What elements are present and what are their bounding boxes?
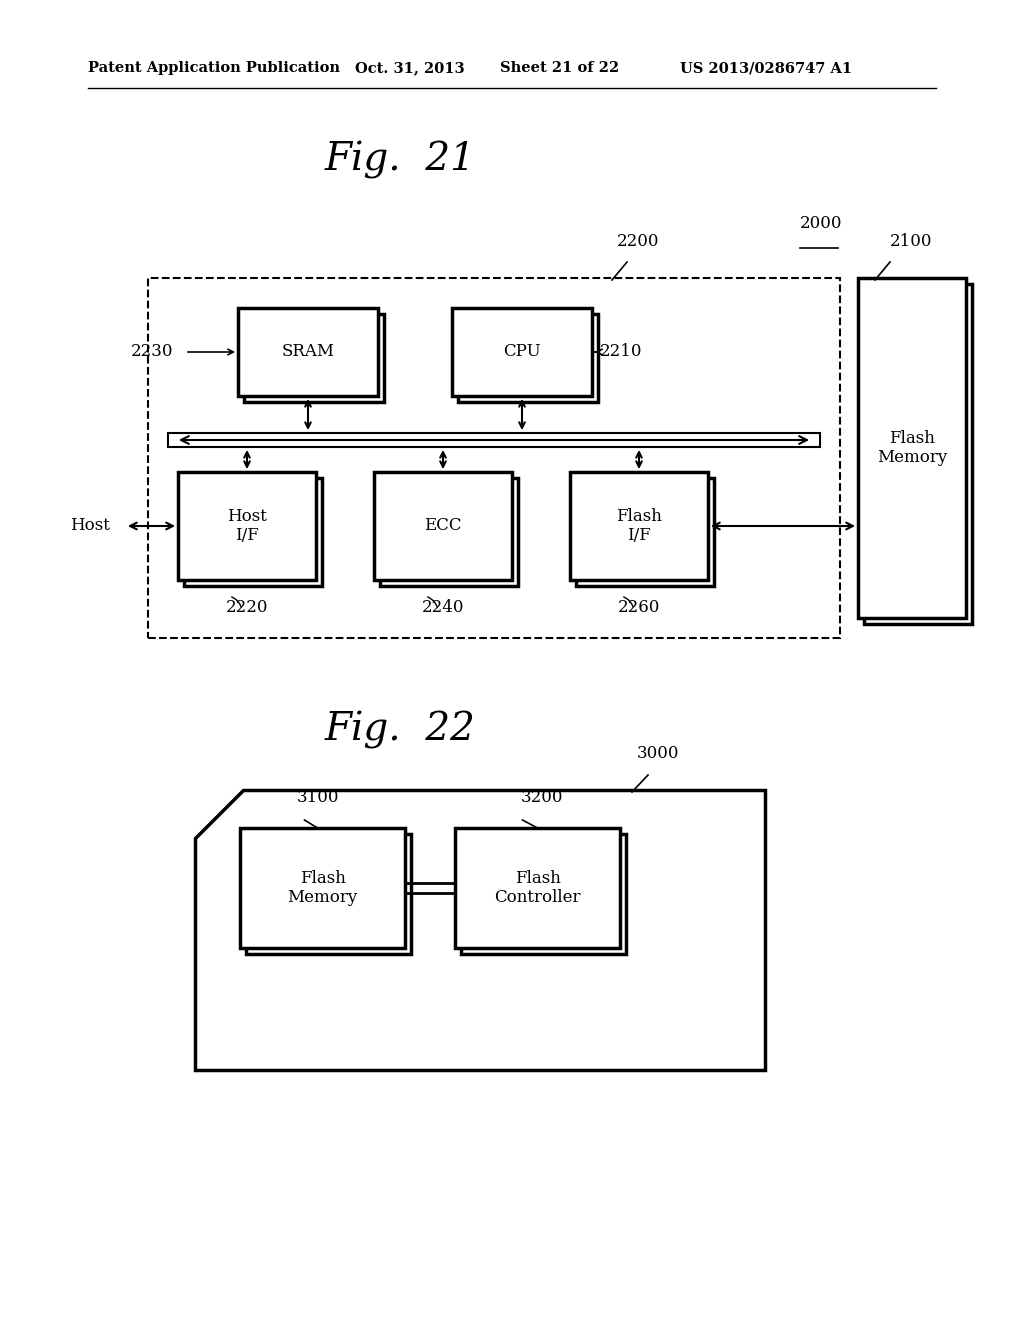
Text: 2200: 2200: [617, 234, 659, 249]
Text: 3100: 3100: [296, 789, 339, 807]
Bar: [452, 308, 592, 396]
Bar: [168, 433, 820, 447]
Text: 2210: 2210: [600, 343, 642, 360]
Text: 2100: 2100: [890, 234, 933, 249]
Bar: [178, 473, 316, 579]
Text: Patent Application Publication: Patent Application Publication: [88, 61, 340, 75]
Text: CPU: CPU: [503, 343, 541, 360]
Text: Host
I/F: Host I/F: [227, 508, 267, 544]
Bar: [244, 314, 384, 403]
Bar: [184, 478, 322, 586]
Bar: [246, 834, 411, 954]
Text: Flash
Memory: Flash Memory: [877, 430, 947, 466]
Text: 3200: 3200: [521, 789, 564, 807]
Text: Fig.  21: Fig. 21: [325, 141, 475, 180]
Text: Oct. 31, 2013: Oct. 31, 2013: [355, 61, 465, 75]
Bar: [575, 478, 714, 586]
Text: US 2013/0286747 A1: US 2013/0286747 A1: [680, 61, 852, 75]
Text: 2260: 2260: [617, 599, 660, 616]
Text: 2220: 2220: [225, 599, 268, 616]
Text: Flash
Memory: Flash Memory: [288, 870, 357, 907]
Text: SRAM: SRAM: [282, 343, 335, 360]
Bar: [238, 308, 378, 396]
Bar: [570, 473, 708, 579]
Text: 2230: 2230: [130, 343, 173, 360]
Text: 3000: 3000: [637, 744, 680, 762]
Bar: [864, 284, 972, 624]
Text: Fig.  22: Fig. 22: [325, 711, 475, 748]
Text: Sheet 21 of 22: Sheet 21 of 22: [500, 61, 620, 75]
Text: ECC: ECC: [424, 517, 462, 535]
Text: Host: Host: [70, 517, 110, 535]
Bar: [374, 473, 512, 579]
Polygon shape: [195, 789, 765, 1071]
Bar: [455, 828, 620, 948]
Bar: [240, 828, 406, 948]
Text: 2240: 2240: [422, 599, 464, 616]
Bar: [380, 478, 518, 586]
Text: 2000: 2000: [800, 215, 843, 232]
Bar: [461, 834, 626, 954]
Bar: [858, 279, 966, 618]
Text: Flash
Controller: Flash Controller: [495, 870, 581, 907]
Text: Flash
I/F: Flash I/F: [616, 508, 662, 544]
Bar: [458, 314, 598, 403]
Bar: [148, 279, 840, 638]
